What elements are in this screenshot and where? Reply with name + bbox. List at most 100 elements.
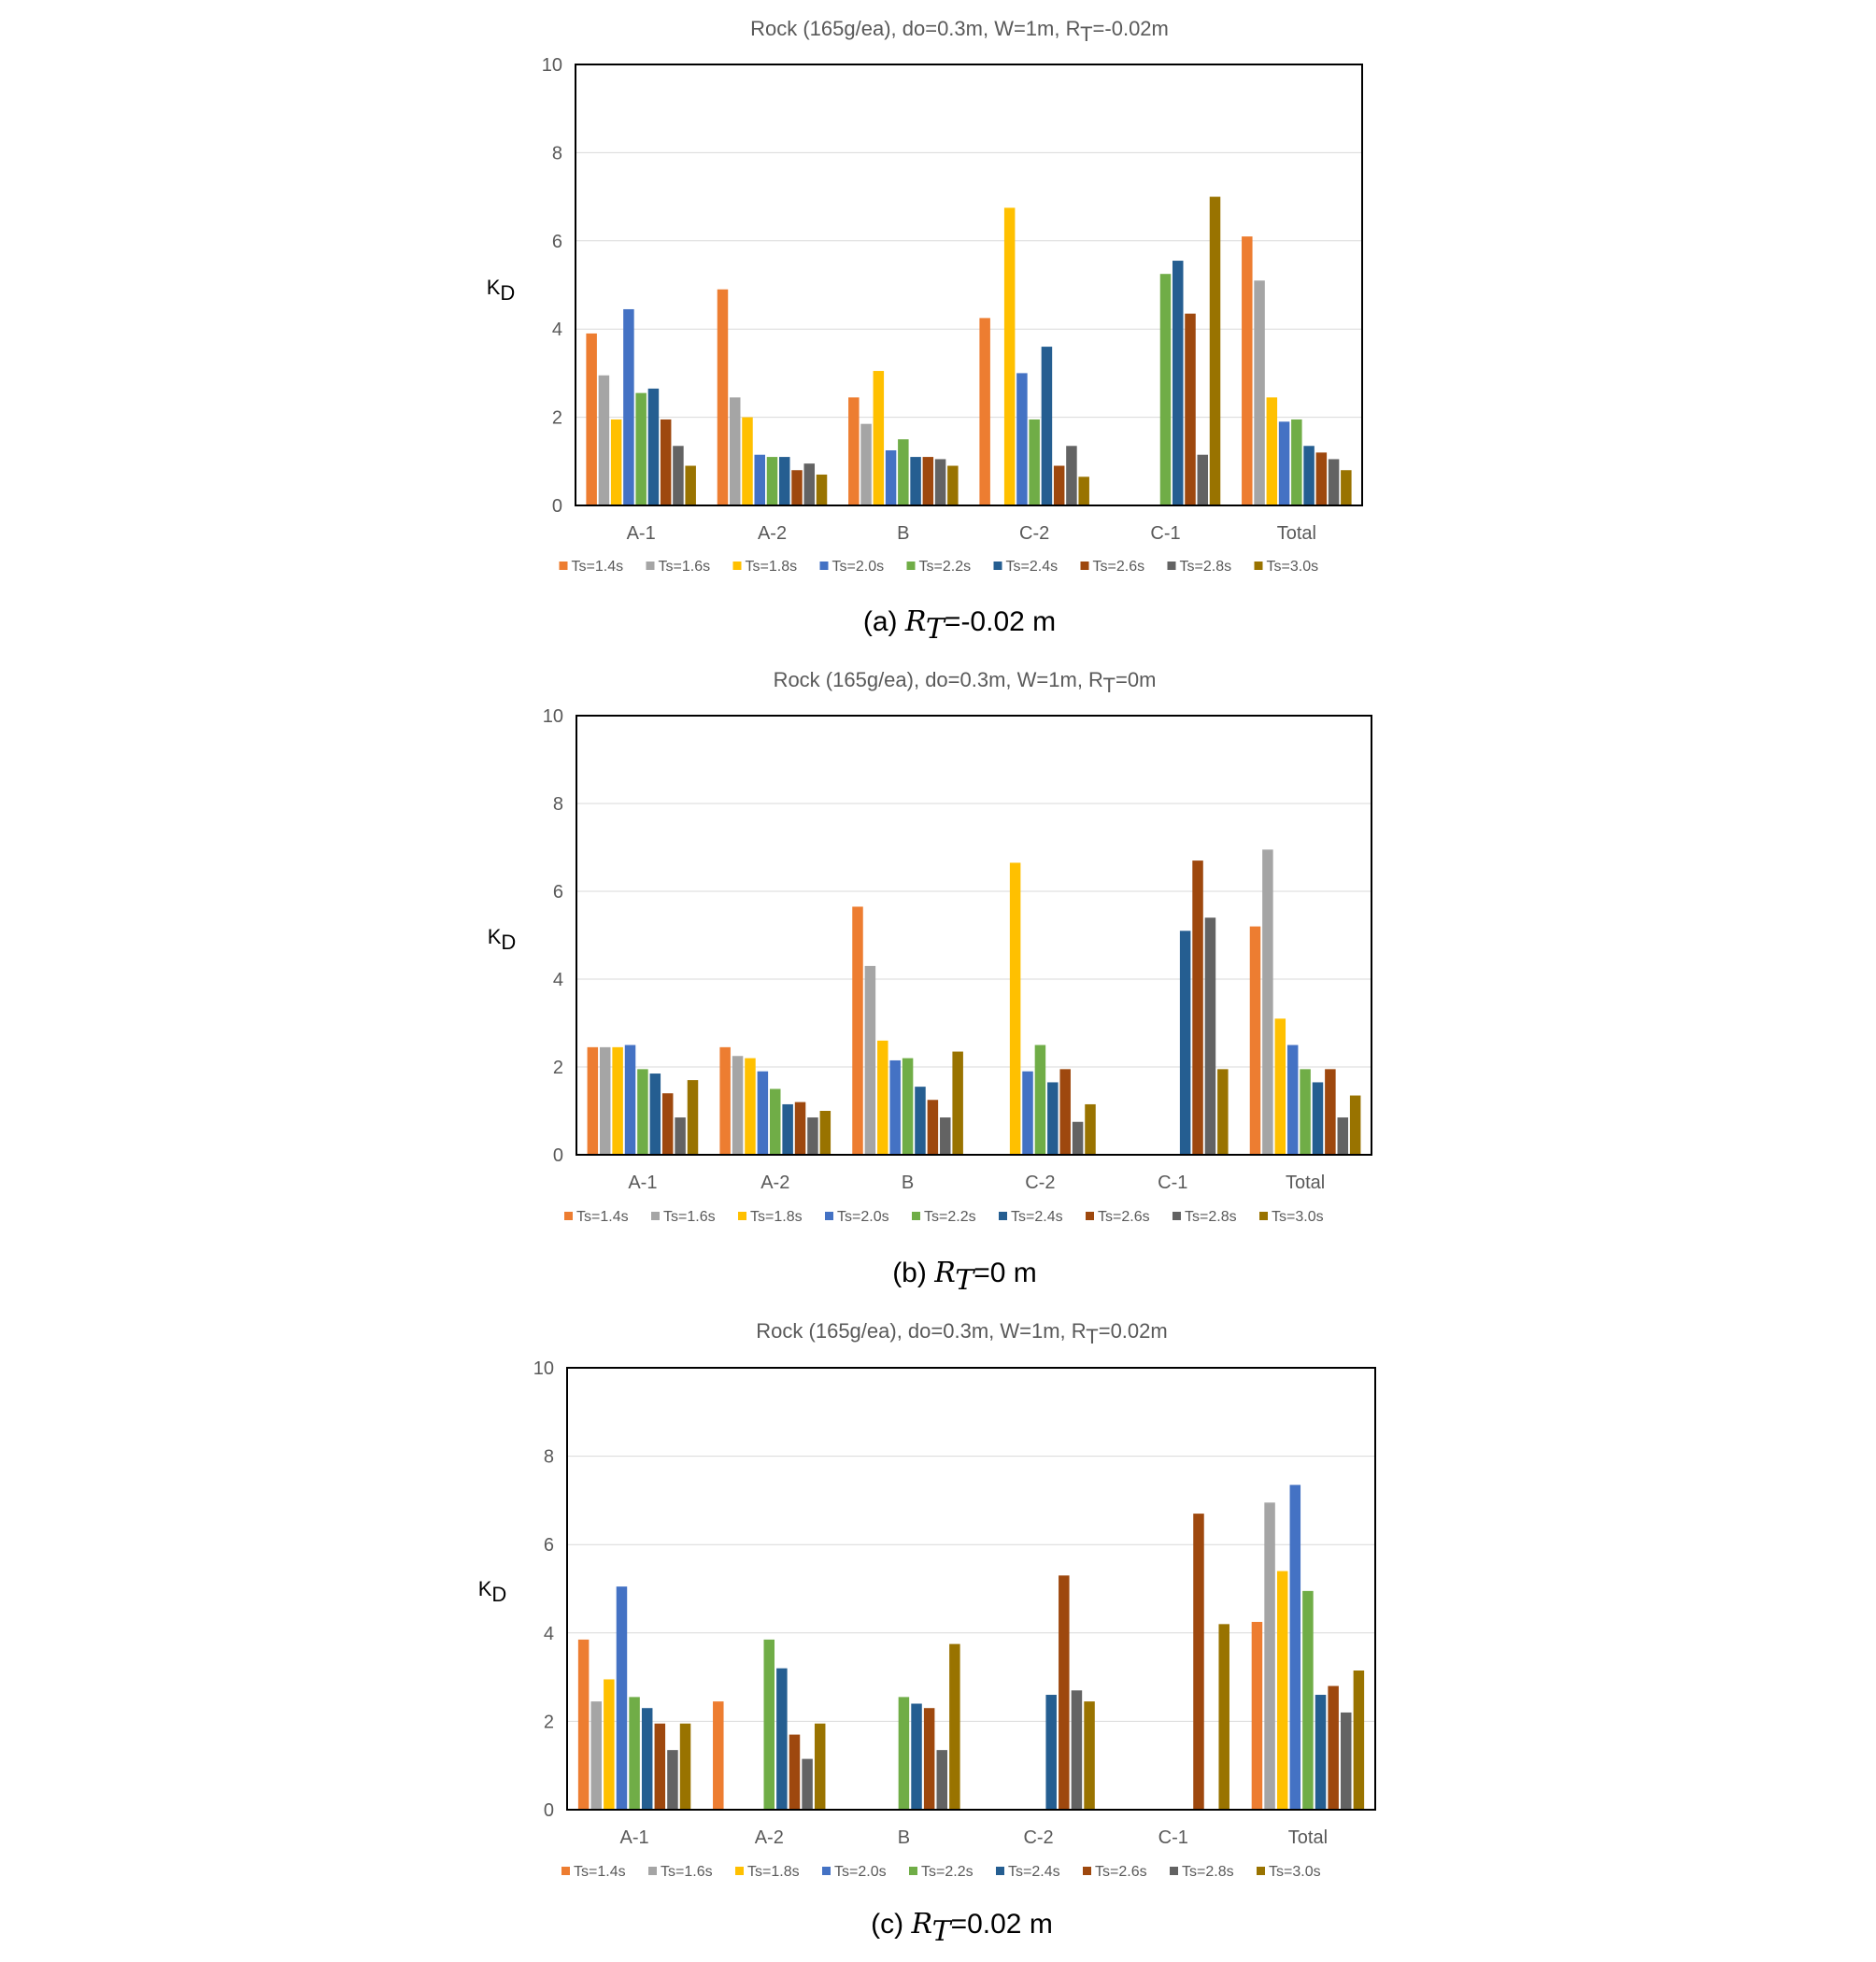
y-axis-label-subscript: D — [491, 1583, 506, 1606]
legend-swatch — [819, 562, 829, 570]
legend-swatch — [999, 1212, 1007, 1220]
legend-label: Ts=2.4s — [1006, 559, 1059, 575]
bar-A-2-Ts=2.8s — [802, 1758, 813, 1810]
bar-Total-Ts=1.4s — [1251, 1621, 1263, 1810]
y-axis-label-subscript: D — [501, 931, 516, 954]
legend-swatch — [1086, 1212, 1094, 1220]
x-tick-label: Total — [1277, 523, 1316, 544]
x-tick-label: C-2 — [1025, 1173, 1055, 1193]
bar-B-Ts=1.4s — [852, 906, 863, 1155]
bar-A-2-Ts=1.8s — [742, 417, 753, 505]
legend-label: Ts=1.4s — [572, 559, 624, 575]
chart-title: Rock (165g/ea), do=0.3m, W=1m, RT=-0.02m — [750, 17, 1169, 46]
y-axis-label: KD — [478, 1577, 507, 1606]
legend-swatch — [993, 562, 1002, 570]
figure-caption: (b) RT=0 m — [892, 1257, 1037, 1297]
x-tick-label: A-2 — [760, 1173, 789, 1193]
chart-panel-1: Rock (165g/ea), do=0.3m, W=1m, RT=-0.02m… — [487, 17, 1363, 646]
bar-B-Ts=1.8s — [877, 1040, 888, 1155]
legend-swatch — [1080, 562, 1089, 570]
y-axis-label-subscript: D — [500, 281, 515, 305]
caption-value: =0 m — [974, 1258, 1037, 1288]
bar-B-Ts=2.2s — [898, 1697, 910, 1810]
bar-Total-Ts=2.8s — [1337, 1117, 1349, 1155]
x-tick-label: A-1 — [627, 523, 656, 544]
caption-value: =-0.02 m — [945, 606, 1056, 637]
bar-Total-Ts=2.0s — [1278, 421, 1290, 505]
y-tick-label: 2 — [544, 1712, 554, 1732]
bar-C-2-Ts=2.4s — [1041, 347, 1053, 505]
bar-A-1-Ts=2.6s — [654, 1723, 666, 1810]
bar-B-Ts=2.8s — [940, 1117, 951, 1155]
legend-swatch — [561, 1867, 570, 1875]
bar-A-2-Ts=2.2s — [766, 457, 778, 505]
legend-swatch — [1167, 562, 1176, 570]
bar-Total-Ts=3.0s — [1341, 470, 1352, 505]
x-tick-label: C-1 — [1158, 1827, 1188, 1848]
caption-label: (c) — [871, 1909, 911, 1940]
legend-swatch — [822, 1867, 831, 1875]
bar-C-1-Ts=2.8s — [1197, 454, 1209, 505]
bar-A-1-Ts=2.2s — [635, 392, 647, 505]
legend-label: Ts=2.4s — [1011, 1209, 1063, 1225]
legend-label: Ts=2.2s — [919, 559, 972, 575]
chart-title: Rock (165g/ea), do=0.3m, W=1m, RT=0.02m — [756, 1319, 1167, 1348]
x-tick-label: A-2 — [758, 523, 787, 544]
bar-A-2-Ts=2.6s — [789, 1734, 801, 1810]
bar-Total-Ts=2.2s — [1291, 419, 1302, 505]
bar-C-2-Ts=2.6s — [1059, 1069, 1071, 1155]
legend-label: Ts=1.4s — [574, 1864, 626, 1880]
bar-A-1-Ts=2.4s — [647, 388, 660, 505]
legend-swatch — [1083, 1867, 1091, 1875]
bar-A-1-Ts=1.4s — [577, 1639, 590, 1810]
bar-B-Ts=2.6s — [922, 457, 934, 505]
x-tick-label: C-2 — [1019, 523, 1049, 544]
chart-title-subscript: T — [1103, 674, 1116, 697]
bar-C-2-Ts=2.6s — [1059, 1575, 1070, 1810]
legend-label: Ts=1.6s — [663, 1209, 716, 1225]
bar-B-Ts=2.2s — [902, 1058, 914, 1155]
plot-area-border — [576, 715, 1372, 1156]
legend-label: Ts=2.6s — [1098, 1209, 1150, 1225]
caption-subscript: T — [926, 613, 946, 646]
bar-A-2-Ts=2.2s — [770, 1088, 781, 1155]
y-tick-label: 0 — [552, 496, 562, 517]
legend-label: Ts=2.8s — [1185, 1209, 1237, 1225]
bar-B-Ts=2.4s — [910, 457, 921, 505]
bar-A-1-Ts=2.2s — [629, 1697, 640, 1810]
bar-B-Ts=1.6s — [860, 423, 872, 505]
legend-label: Ts=2.8s — [1180, 559, 1232, 575]
bar-B-Ts=2.8s — [936, 1750, 948, 1810]
bar-C-2-Ts=2.8s — [1071, 1690, 1083, 1810]
y-tick-label: 2 — [553, 1058, 563, 1078]
bar-A-2-Ts=2.8s — [803, 463, 816, 505]
caption-variable: R — [911, 1908, 932, 1941]
caption-label: (a) — [863, 606, 905, 637]
y-tick-label: 4 — [553, 970, 563, 990]
legend-label: Ts=2.2s — [921, 1864, 974, 1880]
legend-label: Ts=2.0s — [834, 1864, 887, 1880]
chart-panel-2: Rock (165g/ea), do=0.3m, W=1m, RT=0m0246… — [488, 668, 1372, 1297]
bar-A-2-Ts=2.8s — [807, 1117, 818, 1155]
bar-A-1-Ts=1.6s — [599, 1046, 611, 1155]
bar-A-1-Ts=1.8s — [604, 1679, 615, 1810]
bar-Total-Ts=1.8s — [1276, 1571, 1288, 1810]
legend-label: Ts=2.0s — [837, 1209, 889, 1225]
plot-area-border — [566, 1367, 1376, 1811]
bar-C-2-Ts=1.4s — [979, 318, 990, 505]
caption-variable: R — [933, 1257, 955, 1289]
bar-C-1-Ts=2.4s — [1179, 931, 1191, 1155]
legend-label: Ts=1.8s — [747, 1864, 800, 1880]
y-tick-label: 10 — [543, 706, 563, 727]
legend-label: Ts=1.8s — [746, 559, 798, 575]
bar-A-2-Ts=2.4s — [779, 457, 790, 505]
legend-label: Ts=3.0s — [1267, 559, 1319, 575]
legend-swatch — [646, 562, 655, 570]
legend-swatch — [1254, 562, 1263, 570]
bar-C-1-Ts=3.0s — [1209, 196, 1221, 505]
bar-A-2-Ts=3.0s — [814, 1723, 826, 1810]
legend-label: Ts=2.8s — [1182, 1864, 1234, 1880]
y-axis-label: KD — [488, 925, 517, 954]
legend-label: Ts=2.2s — [924, 1209, 976, 1225]
y-axis-label-main: K — [487, 276, 501, 299]
